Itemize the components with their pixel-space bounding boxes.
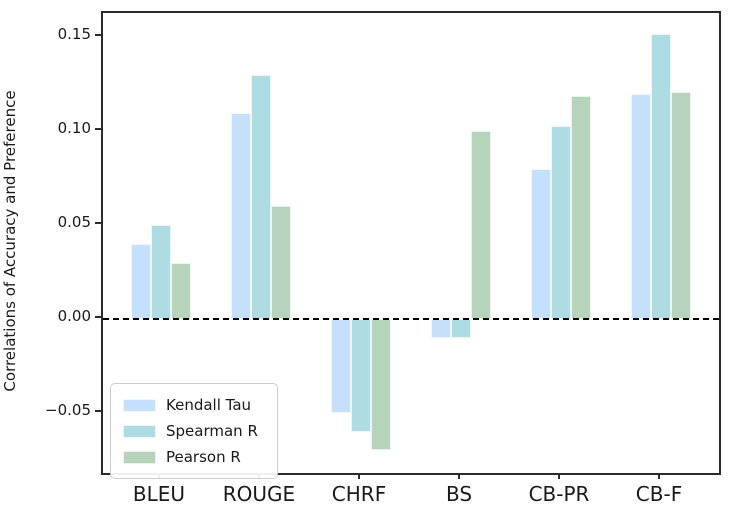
bar-chrf-spearman-r	[351, 319, 371, 432]
legend-swatch-icon	[123, 424, 156, 438]
y-tick-mark	[95, 316, 101, 319]
zero-dashed-line	[103, 318, 719, 321]
x-tick-mark	[358, 473, 360, 479]
bar-cb-pr-spearman-r	[551, 125, 571, 320]
bar-cb-f-kendall-tau	[631, 93, 651, 320]
x-tick-label-rouge: ROUGE	[222, 482, 296, 506]
bar-bleu-pearson-r	[171, 262, 191, 320]
x-tick-mark	[458, 473, 460, 479]
x-tick-mark	[658, 473, 660, 479]
bar-bs-kendall-tau	[431, 319, 451, 338]
plot-area: Kendall Tau Spearman R Pearson R	[101, 11, 721, 479]
x-tick-label-cb-f: CB-F	[635, 482, 683, 506]
y-tick-mark	[95, 34, 101, 37]
x-tick-label-bs: BS	[445, 482, 473, 506]
bar-chrf-pearson-r	[371, 319, 391, 451]
legend-label: Pearson R	[166, 448, 241, 466]
bar-bs-pearson-r	[471, 131, 491, 320]
legend-row: Spearman R	[123, 418, 277, 444]
legend-swatch-icon	[123, 398, 156, 412]
bar-bleu-kendall-tau	[131, 243, 151, 320]
bar-bs-spearman-r	[451, 319, 471, 338]
y-tick-label: 0.05	[57, 213, 91, 232]
x-tick-label-chrf: CHRF	[331, 482, 387, 506]
bar-chrf-kendall-tau	[331, 319, 351, 413]
y-tick-label: 0.15	[57, 25, 91, 44]
x-tick-label-cb-pr: CB-PR	[528, 482, 590, 506]
bar-cb-f-pearson-r	[671, 91, 691, 320]
y-tick-label: −0.05	[45, 400, 91, 419]
y-tick-mark	[95, 128, 101, 131]
y-tick-label: 0.10	[57, 119, 91, 138]
legend-swatch-icon	[123, 450, 156, 464]
bar-cb-pr-pearson-r	[571, 95, 591, 320]
bar-rouge-kendall-tau	[231, 112, 251, 320]
legend-label: Kendall Tau	[166, 396, 252, 414]
legend: Kendall Tau Spearman R Pearson R	[110, 383, 278, 479]
y-tick-mark	[95, 222, 101, 225]
bar-rouge-spearman-r	[251, 74, 271, 320]
bar-cb-f-spearman-r	[651, 33, 671, 320]
bar-bleu-spearman-r	[151, 225, 171, 320]
y-tick-mark	[95, 409, 101, 412]
bar-cb-pr-kendall-tau	[531, 168, 551, 320]
x-tick-label-bleu: BLEU	[132, 482, 186, 506]
legend-label: Spearman R	[166, 422, 258, 440]
legend-row: Kendall Tau	[123, 392, 277, 418]
bar-rouge-pearson-r	[271, 206, 291, 320]
legend-row: Pearson R	[123, 444, 277, 470]
y-axis-label: Correlations of Accuracy and Preference	[1, 90, 19, 392]
y-tick-label: 0.00	[57, 307, 91, 326]
x-tick-mark	[558, 473, 560, 479]
